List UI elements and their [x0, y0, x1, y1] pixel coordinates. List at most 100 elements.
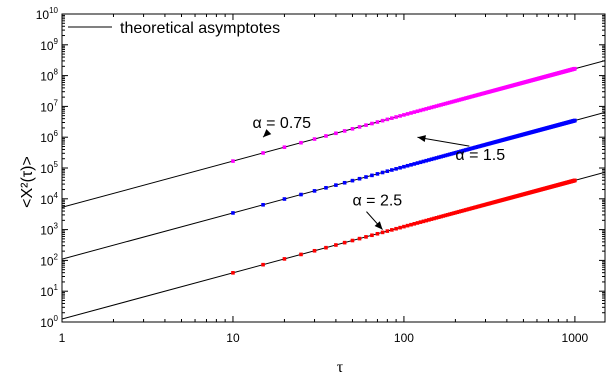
data-point-series-1 — [405, 112, 410, 116]
data-point-series-3 — [437, 215, 441, 219]
data-point-series-3 — [453, 210, 458, 215]
data-point-series-2 — [424, 158, 429, 163]
data-point-series-1 — [427, 106, 431, 110]
data-point-series-3 — [443, 213, 448, 218]
data-point-series-2 — [370, 173, 374, 178]
data-point-series-2 — [443, 153, 448, 158]
x-tick-label: 1 — [59, 331, 66, 345]
data-point-series-2 — [312, 189, 317, 193]
data-point-series-3 — [357, 236, 362, 241]
data-point-series-2 — [282, 197, 287, 201]
y-tick-label: 101 — [40, 283, 58, 299]
data-point-series-1 — [324, 134, 328, 138]
data-point-series-3 — [364, 235, 368, 239]
data-point-series-1 — [432, 104, 436, 109]
data-point-series-1 — [261, 151, 265, 155]
data-point-series-3 — [418, 220, 423, 224]
annotation-label-2: α = 1.5 — [455, 147, 505, 164]
data-point-series-2 — [427, 158, 431, 162]
data-point-series-2 — [398, 165, 402, 170]
y-axis-label: <X²(τ)> — [19, 156, 36, 208]
data-point-series-3 — [394, 226, 398, 231]
y-tick-label: 102 — [40, 252, 58, 268]
data-point-series-2 — [453, 151, 458, 155]
data-point-series-2 — [445, 153, 450, 157]
legend-label: theoretical asymptotes — [120, 20, 280, 37]
data-point-series-3 — [231, 271, 235, 275]
data-point-series-3 — [429, 217, 434, 221]
data-point-series-2 — [429, 157, 434, 162]
data-point-series-3 — [398, 225, 402, 230]
data-point-series-3 — [412, 222, 417, 226]
axes-layer: 1 10 100 1000 100 101 102 103 104 105 106 107 108 109… — [36, 6, 606, 345]
data-point-series-2 — [402, 164, 406, 169]
annotation-arrowhead-1 — [263, 129, 272, 138]
data-point-series-3 — [342, 240, 347, 245]
data-point-series-1 — [451, 99, 456, 104]
data-point-series-2 — [439, 154, 443, 159]
data-point-series-1 — [412, 110, 417, 114]
data-point-series-3 — [421, 219, 426, 224]
x-tick-label: 10 — [226, 331, 240, 345]
data-point-series-3 — [449, 211, 454, 216]
data-point-series-3 — [573, 178, 577, 183]
data-point-series-3 — [402, 224, 406, 229]
annotation-arrowhead-3 — [374, 221, 383, 230]
data-point-series-2 — [405, 163, 410, 168]
data-point-series-2 — [418, 160, 423, 165]
data-point-series-3 — [261, 262, 265, 267]
data-point-series-2 — [385, 169, 390, 174]
data-point-series-2 — [350, 178, 355, 183]
annotation-label-1: α = 0.75 — [252, 115, 311, 132]
data-point-series-1 — [439, 103, 443, 107]
data-point-series-2 — [432, 156, 436, 161]
data-point-series-1 — [364, 123, 368, 127]
data-point-series-3 — [312, 248, 317, 253]
data-point-series-3 — [427, 218, 431, 222]
data-point-series-1 — [312, 137, 317, 141]
data-point-series-3 — [434, 216, 439, 220]
y-tick-label: 107 — [40, 98, 58, 114]
data-point-series-2 — [441, 154, 446, 158]
annotation-arrowhead-2 — [417, 135, 426, 143]
data-point-series-2 — [357, 176, 362, 181]
data-point-series-2 — [434, 156, 439, 160]
y-tick-label: 104 — [40, 191, 58, 207]
data-point-series-3 — [380, 230, 385, 235]
data-point-series-2 — [449, 152, 454, 156]
data-point-series-3 — [324, 245, 328, 250]
plot-layer — [62, 60, 605, 320]
data-point-series-2 — [380, 170, 385, 175]
data-point-series-3 — [432, 216, 436, 221]
y-tick-label: 1010 — [36, 6, 59, 22]
y-tick-label: 106 — [40, 129, 58, 145]
x-tick-label: 1000 — [562, 331, 589, 345]
data-point-series-2 — [342, 180, 347, 185]
data-point-series-1 — [424, 107, 429, 111]
data-point-series-3 — [447, 212, 452, 217]
data-point-series-1 — [375, 120, 380, 124]
data-point-series-3 — [451, 211, 456, 216]
legend: theoretical asymptotes — [68, 20, 280, 37]
data-point-series-1 — [573, 66, 577, 71]
x-axis-label: τ — [337, 359, 344, 376]
annotation-arrow-2 — [417, 136, 470, 147]
y-tick-label: 108 — [40, 68, 58, 84]
y-tick-label: 100 — [40, 314, 58, 330]
data-point-series-3 — [375, 231, 380, 236]
data-point-series-3 — [441, 214, 446, 218]
data-point-series-3 — [299, 252, 303, 257]
data-point-series-1 — [429, 105, 434, 110]
data-point-series-3 — [409, 222, 413, 227]
data-point-series-2 — [421, 159, 426, 164]
data-point-series-1 — [437, 103, 441, 108]
data-point-series-2 — [409, 163, 413, 167]
data-point-series-1 — [415, 109, 420, 114]
data-point-series-2 — [415, 161, 420, 165]
y-tick-label: 103 — [40, 222, 58, 238]
data-point-series-1 — [443, 101, 448, 106]
data-point-series-1 — [357, 125, 362, 129]
data-point-series-2 — [447, 152, 452, 157]
data-point-series-1 — [441, 102, 446, 107]
